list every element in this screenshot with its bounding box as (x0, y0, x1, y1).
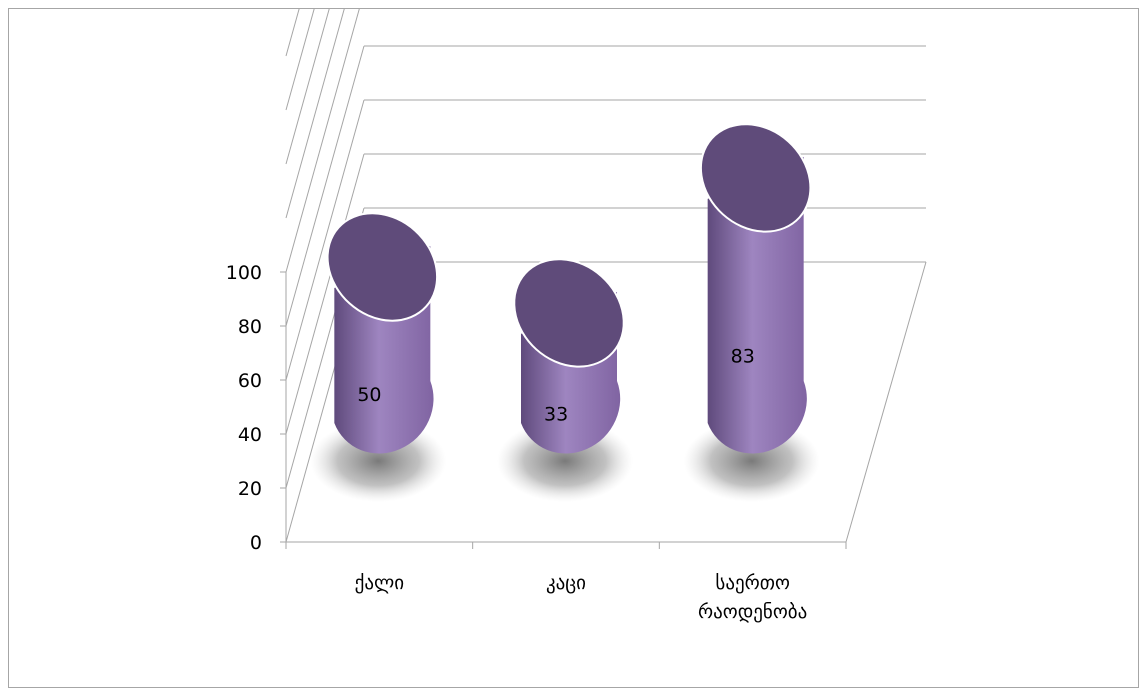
bar-top (513, 258, 625, 368)
x-category-label: საერთო რაოდენობა (698, 572, 807, 623)
chart-walls (285, 9, 927, 543)
x-axis: ქალი კაცი საერთო რაოდენობა (285, 542, 847, 623)
bar-top (326, 212, 439, 322)
chart-frame: 0 20 40 60 80 100 ქალი კაცი საერთო რაოდენობა 50 3… (8, 8, 1139, 688)
y-tick-label: 20 (238, 478, 262, 500)
bar-top (699, 123, 812, 233)
gridline-side (285, 9, 360, 273)
y-tick-label: 40 (238, 424, 262, 446)
bar-1: 33 (497, 258, 633, 502)
x-category-label-line: კაცი (546, 572, 586, 594)
y-tick-label: 80 (238, 316, 262, 338)
gridline-side (285, 45, 365, 327)
x-category-label: კაცი (546, 572, 586, 594)
gridline-side (285, 99, 365, 381)
floor-right-edge (845, 261, 927, 543)
gridline-side (285, 153, 365, 435)
x-category-label: ქალი (355, 572, 404, 594)
bar-2: 83 (683, 123, 820, 502)
x-category-label-line: საერთო (715, 572, 790, 594)
x-category-label-line: ქალი (355, 572, 404, 594)
y-tick-label: 100 (226, 262, 262, 284)
y-tick-label: 60 (238, 370, 262, 392)
x-category-label-line: რაოდენობა (698, 601, 807, 623)
bars-group: 50 33 83 (310, 123, 820, 502)
y-axis: 0 20 40 60 80 100 (226, 262, 286, 554)
y-tick-label: 0 (250, 532, 262, 554)
bar-data-label: 33 (544, 404, 568, 426)
gridline-side (285, 9, 345, 219)
bar-data-label: 50 (357, 384, 381, 406)
chart-svg: 0 20 40 60 80 100 ქალი კაცი საერთო რაოდენობა 50 3… (226, 9, 927, 623)
gridline-side (285, 9, 300, 57)
gridline-side (285, 9, 315, 111)
gridline-side (285, 9, 330, 165)
bar-data-label: 83 (731, 346, 755, 368)
bar-0: 50 (310, 212, 447, 502)
bar-side (707, 156, 807, 454)
